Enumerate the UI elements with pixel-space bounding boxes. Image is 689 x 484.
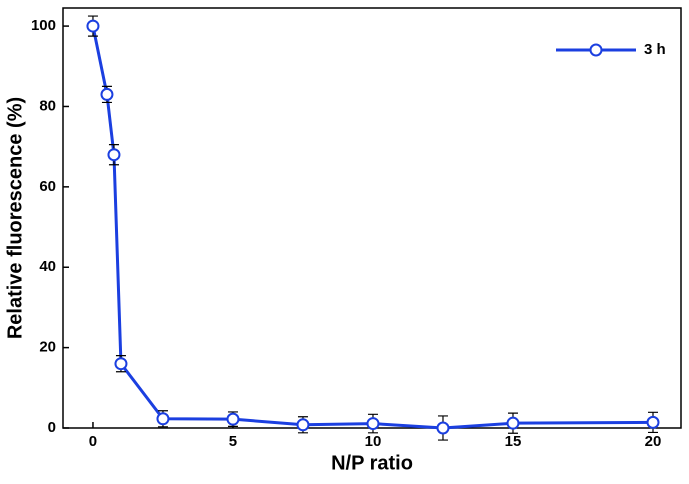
y-tick-label: 60 [39, 178, 56, 195]
x-tick-label: 0 [89, 433, 97, 450]
x-tick-label: 10 [365, 433, 382, 450]
y-axis-label: Relative fluorescence (%) [4, 97, 26, 339]
y-tick-label: 100 [31, 17, 56, 34]
plot-frame [62, 7, 682, 429]
y-tick-label: 20 [39, 339, 56, 356]
data-point [646, 415, 660, 429]
data-point [156, 412, 170, 426]
data-point [114, 357, 128, 371]
x-tick-label: 15 [505, 433, 522, 450]
data-point [226, 412, 240, 426]
legend-label: 3 h [644, 41, 666, 58]
data-point [506, 416, 520, 430]
data-point [366, 417, 380, 431]
data-point [86, 19, 100, 33]
x-tick-label: 20 [645, 433, 662, 450]
y-tick-label: 0 [48, 419, 56, 436]
data-line [91, 25, 654, 430]
legend-marker [589, 43, 603, 57]
data-point [107, 148, 121, 162]
data-point [296, 418, 310, 432]
x-axis-label: N/P ratio [331, 452, 413, 474]
y-tick-label: 80 [39, 97, 56, 114]
x-tick-label: 5 [229, 433, 237, 450]
data-point [436, 421, 450, 435]
y-tick-label: 40 [39, 258, 56, 275]
data-point [100, 87, 114, 101]
